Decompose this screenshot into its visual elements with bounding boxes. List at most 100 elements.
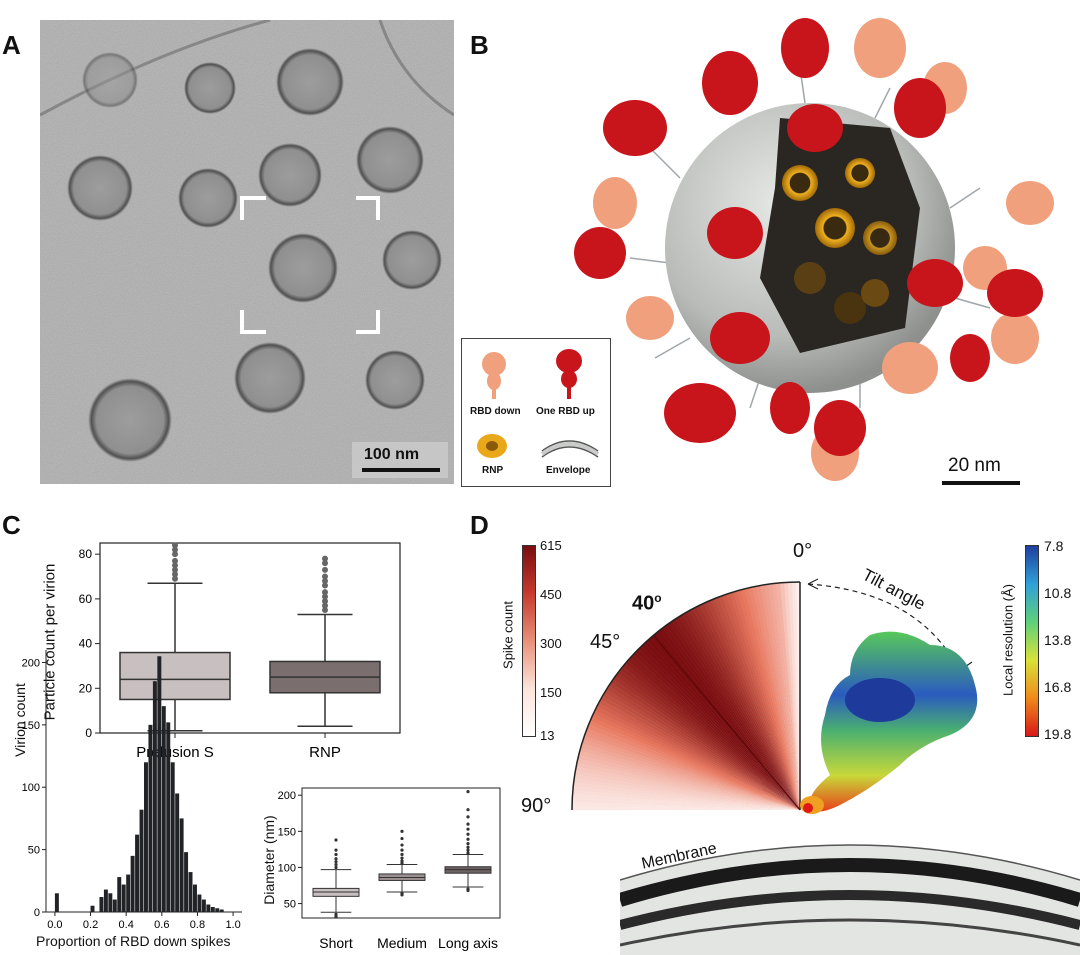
virion-particles <box>67 48 442 462</box>
outlier-point <box>172 546 178 553</box>
fan-wedge <box>659 627 800 810</box>
outlier-point <box>322 573 328 580</box>
angle-40-label: 40o <box>632 591 662 616</box>
y-tick-label: 200 <box>22 657 40 669</box>
histogram-bar <box>121 884 126 912</box>
tilt-arrow-head-left <box>807 578 819 590</box>
fan-wedge <box>630 654 800 810</box>
fan-wedge <box>662 625 800 810</box>
histogram-bar <box>103 889 108 912</box>
histogram-bar <box>90 905 95 912</box>
membrane-bilayer-2 <box>620 890 1080 930</box>
outlier-point <box>172 557 178 564</box>
fan-wedge <box>696 605 800 810</box>
fan-wedge <box>574 770 800 810</box>
fan-wedge <box>576 758 800 810</box>
spike-cbar-label: Spike count <box>500 601 516 669</box>
x-tick-label: 0.6 <box>154 919 169 930</box>
fan-wedge <box>572 786 800 810</box>
histogram-bar <box>161 706 166 912</box>
histogram-bar <box>193 884 197 912</box>
fan-wedge <box>572 798 800 810</box>
histogram-bar <box>148 724 153 912</box>
fan-wedge <box>725 593 800 810</box>
fan-wedge <box>576 762 800 810</box>
histogram-bar <box>170 762 175 912</box>
fan-wedge <box>572 790 800 810</box>
spikes-one-rbd-up <box>574 18 1043 456</box>
plot-frame <box>99 542 401 734</box>
fan-wedge <box>714 597 800 810</box>
outlier-point <box>334 852 338 857</box>
res-cbar-label: Local resolution (Å) <box>1000 584 1016 696</box>
category-label: RNP <box>309 744 341 761</box>
spike-tick-450: 450 <box>540 587 562 602</box>
diameter-boxplot: 50 100 150 200 Short Medium Long axis <box>278 787 501 951</box>
tilt-angle-fan <box>571 578 973 811</box>
fan-wedge <box>577 754 800 810</box>
scale-bar-b-text: 20 nm <box>948 455 1001 476</box>
one-rbd-up-swatch <box>556 349 582 399</box>
outlier-point <box>466 845 470 849</box>
y-tick-label: 200 <box>278 790 296 802</box>
fan-wedge <box>625 660 800 810</box>
outlier-point <box>322 602 328 609</box>
y-tick-label: 0 <box>34 907 40 919</box>
outlier-point <box>172 542 178 549</box>
fan-wedge <box>699 603 800 810</box>
y-tick-label: 0 <box>85 726 92 740</box>
fan-wedge <box>638 645 800 810</box>
outlier-point <box>400 891 404 896</box>
panel-c-label: C <box>2 510 21 540</box>
outlier-point <box>466 848 470 852</box>
outlier-point <box>334 862 338 867</box>
outlier-point <box>334 912 338 916</box>
model-legend: RBD down One RBD up RNP Envelope <box>461 338 611 487</box>
histogram-bar <box>215 908 220 912</box>
fan-wedge <box>584 732 800 810</box>
outlier-point <box>466 790 470 794</box>
y-tick-label: 50 <box>284 899 296 911</box>
fan-wedge <box>733 590 800 810</box>
spike-tick-300: 300 <box>540 636 562 651</box>
outlier-point <box>322 566 328 573</box>
histogram-bar <box>108 893 113 912</box>
outlier-point <box>400 859 404 863</box>
fan-wedge <box>707 600 800 810</box>
rnp-swatch <box>477 434 507 458</box>
outlier-point <box>172 566 178 573</box>
tomogram-slice <box>39 18 455 484</box>
plot-frame <box>301 787 501 919</box>
fan-wedge <box>672 618 800 810</box>
angle-45-label: 45° <box>590 631 621 653</box>
y-tick-label: 80 <box>79 547 93 561</box>
y-tick-label: 100 <box>22 782 40 794</box>
fan-wedge <box>689 608 800 810</box>
outlier-point <box>466 827 470 831</box>
fan-wedge <box>669 620 800 810</box>
outlier-point <box>334 865 338 870</box>
hist-xlabel: Proportion of RBD down spikes <box>36 933 231 949</box>
res-tick-1: 7.8 <box>1044 538 1064 554</box>
res-tick-2: 10.8 <box>1044 585 1072 601</box>
fan-wedge <box>610 679 800 810</box>
fan-wedge <box>588 720 800 810</box>
outlier-point <box>466 888 470 893</box>
histogram-bar <box>157 656 162 912</box>
outlier-point <box>466 808 470 812</box>
spike-tick-615: 615 <box>540 538 562 553</box>
fan-wedge <box>602 692 800 810</box>
histogram-bar <box>210 907 215 912</box>
outlier-point <box>466 822 470 826</box>
outlier-point <box>334 860 338 864</box>
outlier-point <box>322 607 328 614</box>
fan-wedge <box>665 623 800 810</box>
fan-wedge <box>650 635 800 810</box>
outlier-point <box>466 842 470 846</box>
outlier-point <box>400 852 404 857</box>
legend-rbd-down: RBD down <box>470 406 521 417</box>
fan-wedge <box>600 696 800 810</box>
outlier-point <box>466 837 470 841</box>
